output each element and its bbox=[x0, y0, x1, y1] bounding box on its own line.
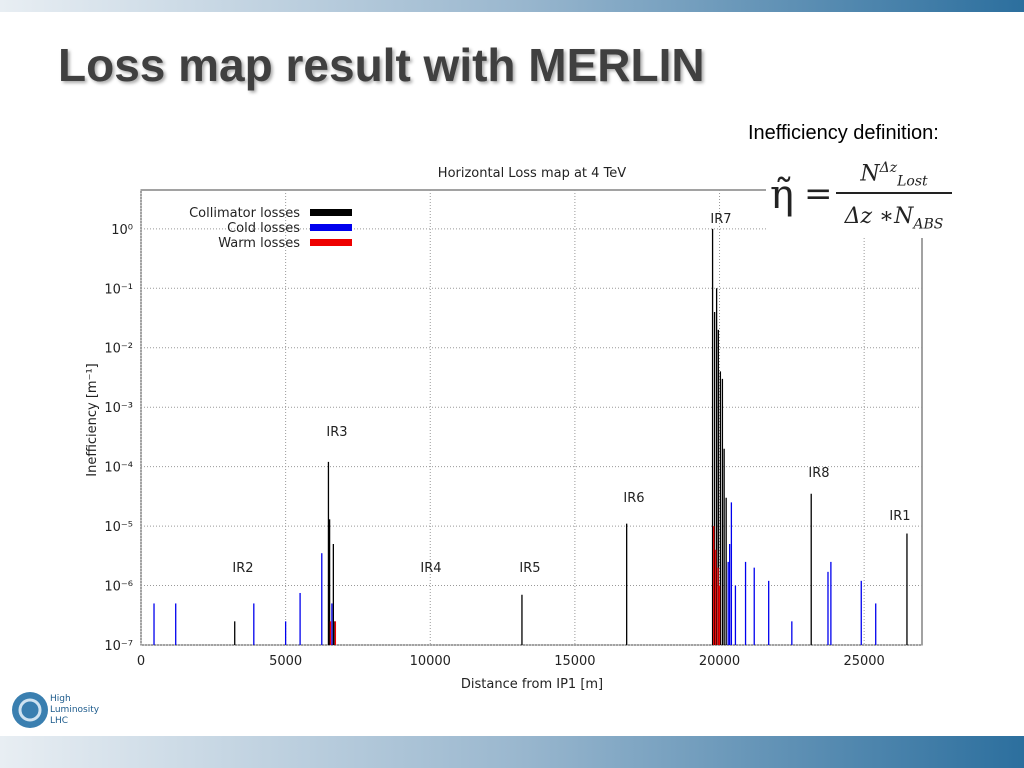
top-band bbox=[0, 0, 1024, 12]
x-tick-label: 20000 bbox=[699, 654, 740, 669]
formula-part: Δz bbox=[879, 160, 898, 176]
logo-text: Luminosity bbox=[50, 705, 100, 715]
bottom-band bbox=[0, 736, 1024, 768]
x-tick-label: 0 bbox=[137, 654, 145, 669]
legend-swatch bbox=[310, 224, 352, 231]
x-tick-label: 25000 bbox=[843, 654, 884, 669]
y-tick-label: 10⁻² bbox=[104, 342, 133, 357]
region-label: IR5 bbox=[519, 561, 540, 576]
y-tick-label: 10⁻⁵ bbox=[104, 520, 133, 535]
chart-title: Horizontal Loss map at 4 TeV bbox=[438, 166, 626, 181]
logo-ring bbox=[18, 698, 42, 722]
y-tick-label: 10⁻⁶ bbox=[104, 580, 133, 595]
region-label: IR6 bbox=[623, 491, 644, 506]
slide-title: Loss map result with MERLIN bbox=[58, 39, 705, 91]
legend-label: Collimator losses bbox=[189, 206, 300, 221]
x-tick-label: 15000 bbox=[554, 654, 595, 669]
legend-label: Warm losses bbox=[218, 236, 300, 251]
legend-swatch bbox=[310, 239, 352, 246]
region-label: IR4 bbox=[420, 561, 441, 576]
y-tick-label: 10⁻³ bbox=[104, 401, 133, 416]
region-label: IR7 bbox=[710, 212, 731, 227]
x-axis-label: Distance from IP1 [m] bbox=[461, 677, 603, 692]
y-axis-label: Inefficiency [m⁻¹] bbox=[85, 363, 100, 477]
y-tick-label: 10⁻⁴ bbox=[104, 461, 133, 476]
x-tick-label: 10000 bbox=[410, 654, 451, 669]
logo-mark bbox=[12, 692, 48, 728]
formula-part: Lost bbox=[897, 173, 928, 190]
formula: η̃ = NΔzLost Δz ∗NABS bbox=[766, 158, 958, 238]
formula-numerator: NΔzLost bbox=[836, 160, 952, 194]
legend-label: Cold losses bbox=[227, 221, 300, 236]
y-tick-label: 10⁰ bbox=[111, 223, 133, 238]
formula-part: ABS bbox=[913, 216, 944, 233]
y-tick-label: 10⁻¹ bbox=[104, 282, 133, 297]
formula-denominator: Δz ∗NABS bbox=[836, 204, 952, 232]
formula-lhs: η̃ bbox=[770, 172, 794, 218]
logo-text: LHC bbox=[50, 716, 68, 726]
region-label: IR8 bbox=[808, 466, 829, 481]
formula-part: N bbox=[860, 161, 880, 187]
formula-equals: = bbox=[804, 174, 833, 214]
formula-part: Δz ∗N bbox=[844, 204, 914, 229]
plot-frame bbox=[140, 189, 923, 646]
definition-label: Inefficiency definition: bbox=[748, 122, 939, 144]
region-label: IR1 bbox=[889, 509, 910, 524]
region-label: IR2 bbox=[232, 561, 253, 576]
logo-text: High bbox=[50, 694, 71, 704]
x-tick-label: 5000 bbox=[269, 654, 302, 669]
region-label: IR3 bbox=[326, 425, 347, 440]
y-tick-label: 10⁻⁷ bbox=[104, 639, 133, 654]
legend-swatch bbox=[310, 209, 352, 216]
